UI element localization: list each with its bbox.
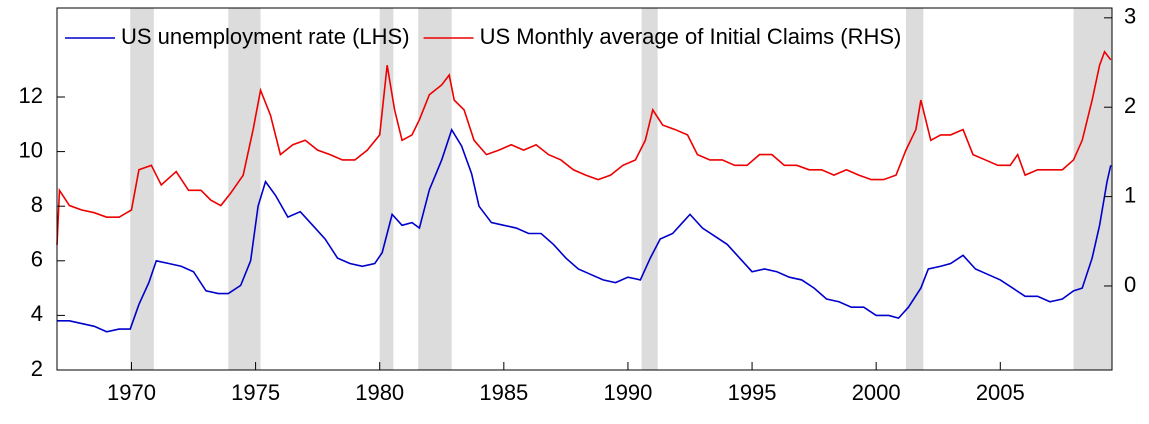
series-line [57,127,1112,333]
recession-band [418,8,452,370]
series-line [56,50,1112,245]
y2-tick-label: 2 [1124,93,1136,118]
plot-frame [56,7,1113,371]
y-tick-label: 6 [31,247,43,272]
recession-band [130,8,154,370]
x-tick-label: 1985 [479,380,528,405]
recession-band [641,8,658,370]
x-tick-label: 2005 [976,380,1025,405]
y-tick-label: 4 [31,301,43,326]
y-tick-label: 12 [19,83,43,108]
y2-tick-label: 0 [1124,272,1136,297]
legend-label: US unemployment rate (LHS) [121,24,410,49]
y-tick-label: 10 [19,137,43,162]
recession-band [905,8,924,370]
y2-tick-label: 1 [1124,182,1136,207]
x-tick-label: 1970 [107,380,156,405]
x-tick-label: 1975 [231,380,280,405]
x-tick-label: 2000 [852,380,901,405]
x-tick-label: 1980 [355,380,404,405]
legend-label: US Monthly average of Initial Claims (RH… [480,24,902,49]
y-tick-label: 2 [31,356,43,381]
y-tick-label: 8 [31,192,43,217]
x-tick-label: 1990 [603,380,652,405]
recession-band [379,8,394,370]
y2-tick-label: 3 [1124,4,1136,29]
x-tick-label: 1995 [728,380,777,405]
